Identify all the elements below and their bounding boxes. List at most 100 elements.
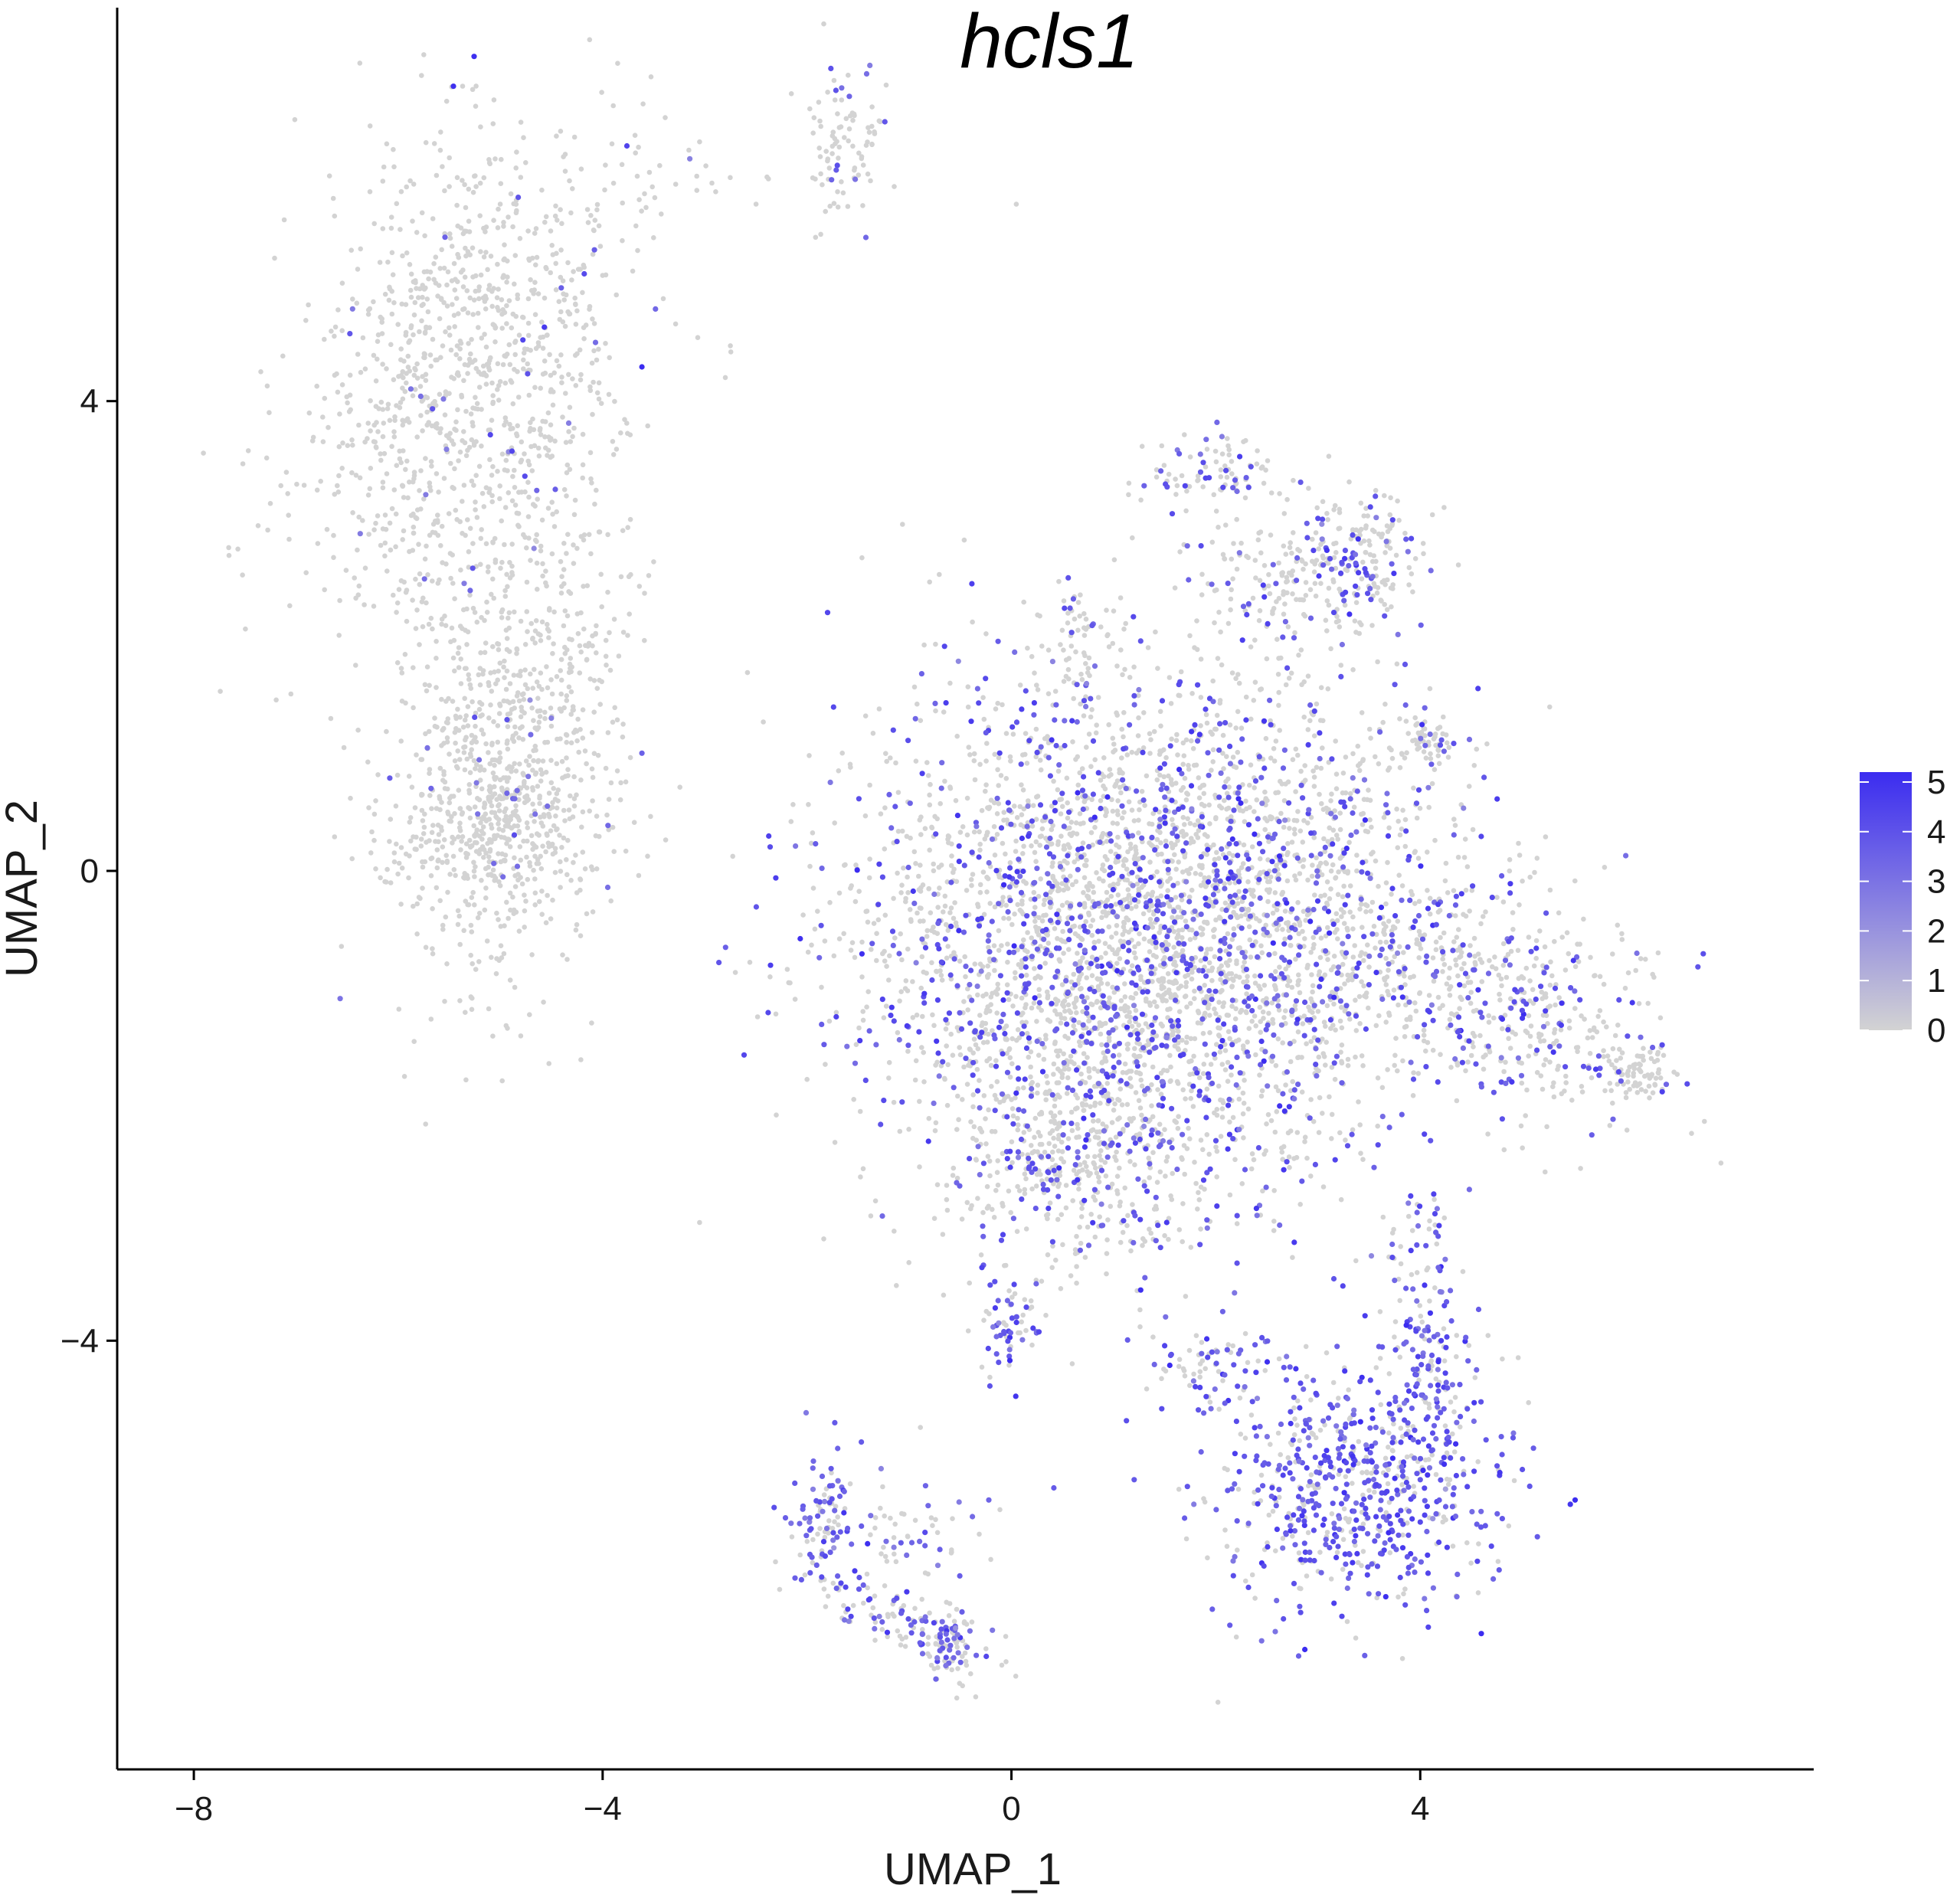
cell-point: [1032, 905, 1038, 910]
cell-point: [1173, 842, 1178, 847]
cell-point: [1106, 910, 1111, 916]
cell-point: [585, 643, 591, 649]
cell-point: [538, 638, 544, 643]
cell-point: [1254, 797, 1260, 803]
cell-point: [1198, 957, 1204, 964]
cell-point: [460, 834, 466, 839]
cell-point: [910, 1015, 916, 1020]
cell-point: [995, 767, 1000, 773]
cell-point: [507, 844, 513, 849]
cell-point: [1451, 817, 1457, 822]
cell-point: [1112, 1101, 1117, 1107]
cell-point: [831, 201, 837, 206]
cell-point: [398, 845, 404, 850]
cell-point: [1078, 1214, 1085, 1219]
cell-point: [531, 867, 536, 873]
cell-point: [366, 532, 371, 537]
cell-point: [578, 377, 584, 383]
cell-point: [473, 967, 479, 972]
cell-point: [590, 643, 595, 649]
cell-point: [1111, 608, 1117, 614]
cell-point: [476, 296, 482, 302]
cell-point: [396, 860, 402, 866]
cell-point: [1141, 936, 1147, 942]
cell-point: [1165, 970, 1171, 977]
cell-point: [581, 264, 587, 270]
cell-point: [907, 907, 913, 912]
cell-point: [517, 236, 523, 241]
cell-point: [514, 813, 520, 819]
cell-point: [521, 366, 526, 371]
cell-point: [860, 1017, 866, 1023]
cell-point: [1275, 1036, 1281, 1042]
cell-point: [548, 828, 554, 833]
cell-point: [1098, 954, 1104, 961]
cell-point: [1453, 913, 1458, 918]
cell-point: [451, 836, 457, 842]
cell-point: [1015, 902, 1020, 908]
cell-point: [558, 309, 564, 315]
cell-point: [977, 889, 983, 895]
cell-point: [542, 295, 548, 301]
cell-point: [1317, 969, 1323, 974]
cell-point: [1309, 972, 1314, 977]
cell-point: [414, 931, 420, 937]
cell-point: [574, 308, 580, 314]
cell-point: [335, 307, 341, 313]
cell-point: [574, 351, 580, 357]
cell-point: [1301, 818, 1307, 823]
cell-point: [513, 210, 519, 216]
cell-point: [532, 725, 538, 731]
cell-point: [1055, 842, 1061, 847]
cell-point: [950, 1052, 956, 1058]
cell-point: [1037, 758, 1043, 763]
cell-point: [496, 286, 501, 292]
cell-point: [1204, 720, 1210, 726]
cell-point: [1310, 862, 1315, 868]
cell-point: [1308, 996, 1314, 1002]
cell-point: [391, 164, 397, 170]
cell-point: [499, 851, 505, 857]
cell-point: [1421, 1033, 1427, 1038]
cell-point: [945, 1062, 951, 1068]
cell-point: [447, 231, 453, 237]
cell-point: [936, 865, 942, 870]
cell-point: [411, 834, 416, 839]
cell-point: [422, 330, 428, 336]
cell-point: [1238, 865, 1245, 870]
cell-point: [1304, 1155, 1310, 1161]
cell-point: [1353, 1054, 1358, 1060]
cell-point: [373, 520, 378, 526]
cell-point: [1311, 733, 1317, 738]
cell-point: [1339, 914, 1344, 919]
cell-point: [1179, 897, 1185, 903]
cell-point: [1024, 761, 1030, 766]
cell-point: [1111, 749, 1116, 754]
cell-point: [407, 815, 414, 820]
cell-point: [463, 735, 469, 740]
cell-point: [918, 862, 923, 868]
cell-point: [836, 890, 843, 896]
cell-point: [1447, 993, 1453, 998]
cell-point: [564, 462, 571, 468]
cell-point: [883, 82, 889, 88]
cell-point: [842, 135, 847, 140]
cell-point: [1030, 803, 1036, 808]
cell-point: [1062, 1008, 1068, 1014]
cell-point: [501, 664, 506, 670]
cell-point: [943, 1026, 949, 1032]
cell-point: [1006, 1046, 1013, 1052]
cell-point: [1010, 1113, 1016, 1119]
cell-point: [574, 921, 580, 928]
cell-point: [1263, 735, 1269, 741]
cell-point: [1354, 868, 1360, 874]
cell-point: [380, 178, 386, 184]
cell-point: [424, 422, 430, 428]
cell-point: [348, 795, 353, 801]
cell-point: [522, 667, 528, 673]
cell-point: [961, 537, 967, 543]
cell-point: [843, 116, 849, 122]
cell-point: [386, 297, 392, 303]
cell-point: [362, 366, 368, 372]
cell-point: [1214, 1148, 1220, 1154]
